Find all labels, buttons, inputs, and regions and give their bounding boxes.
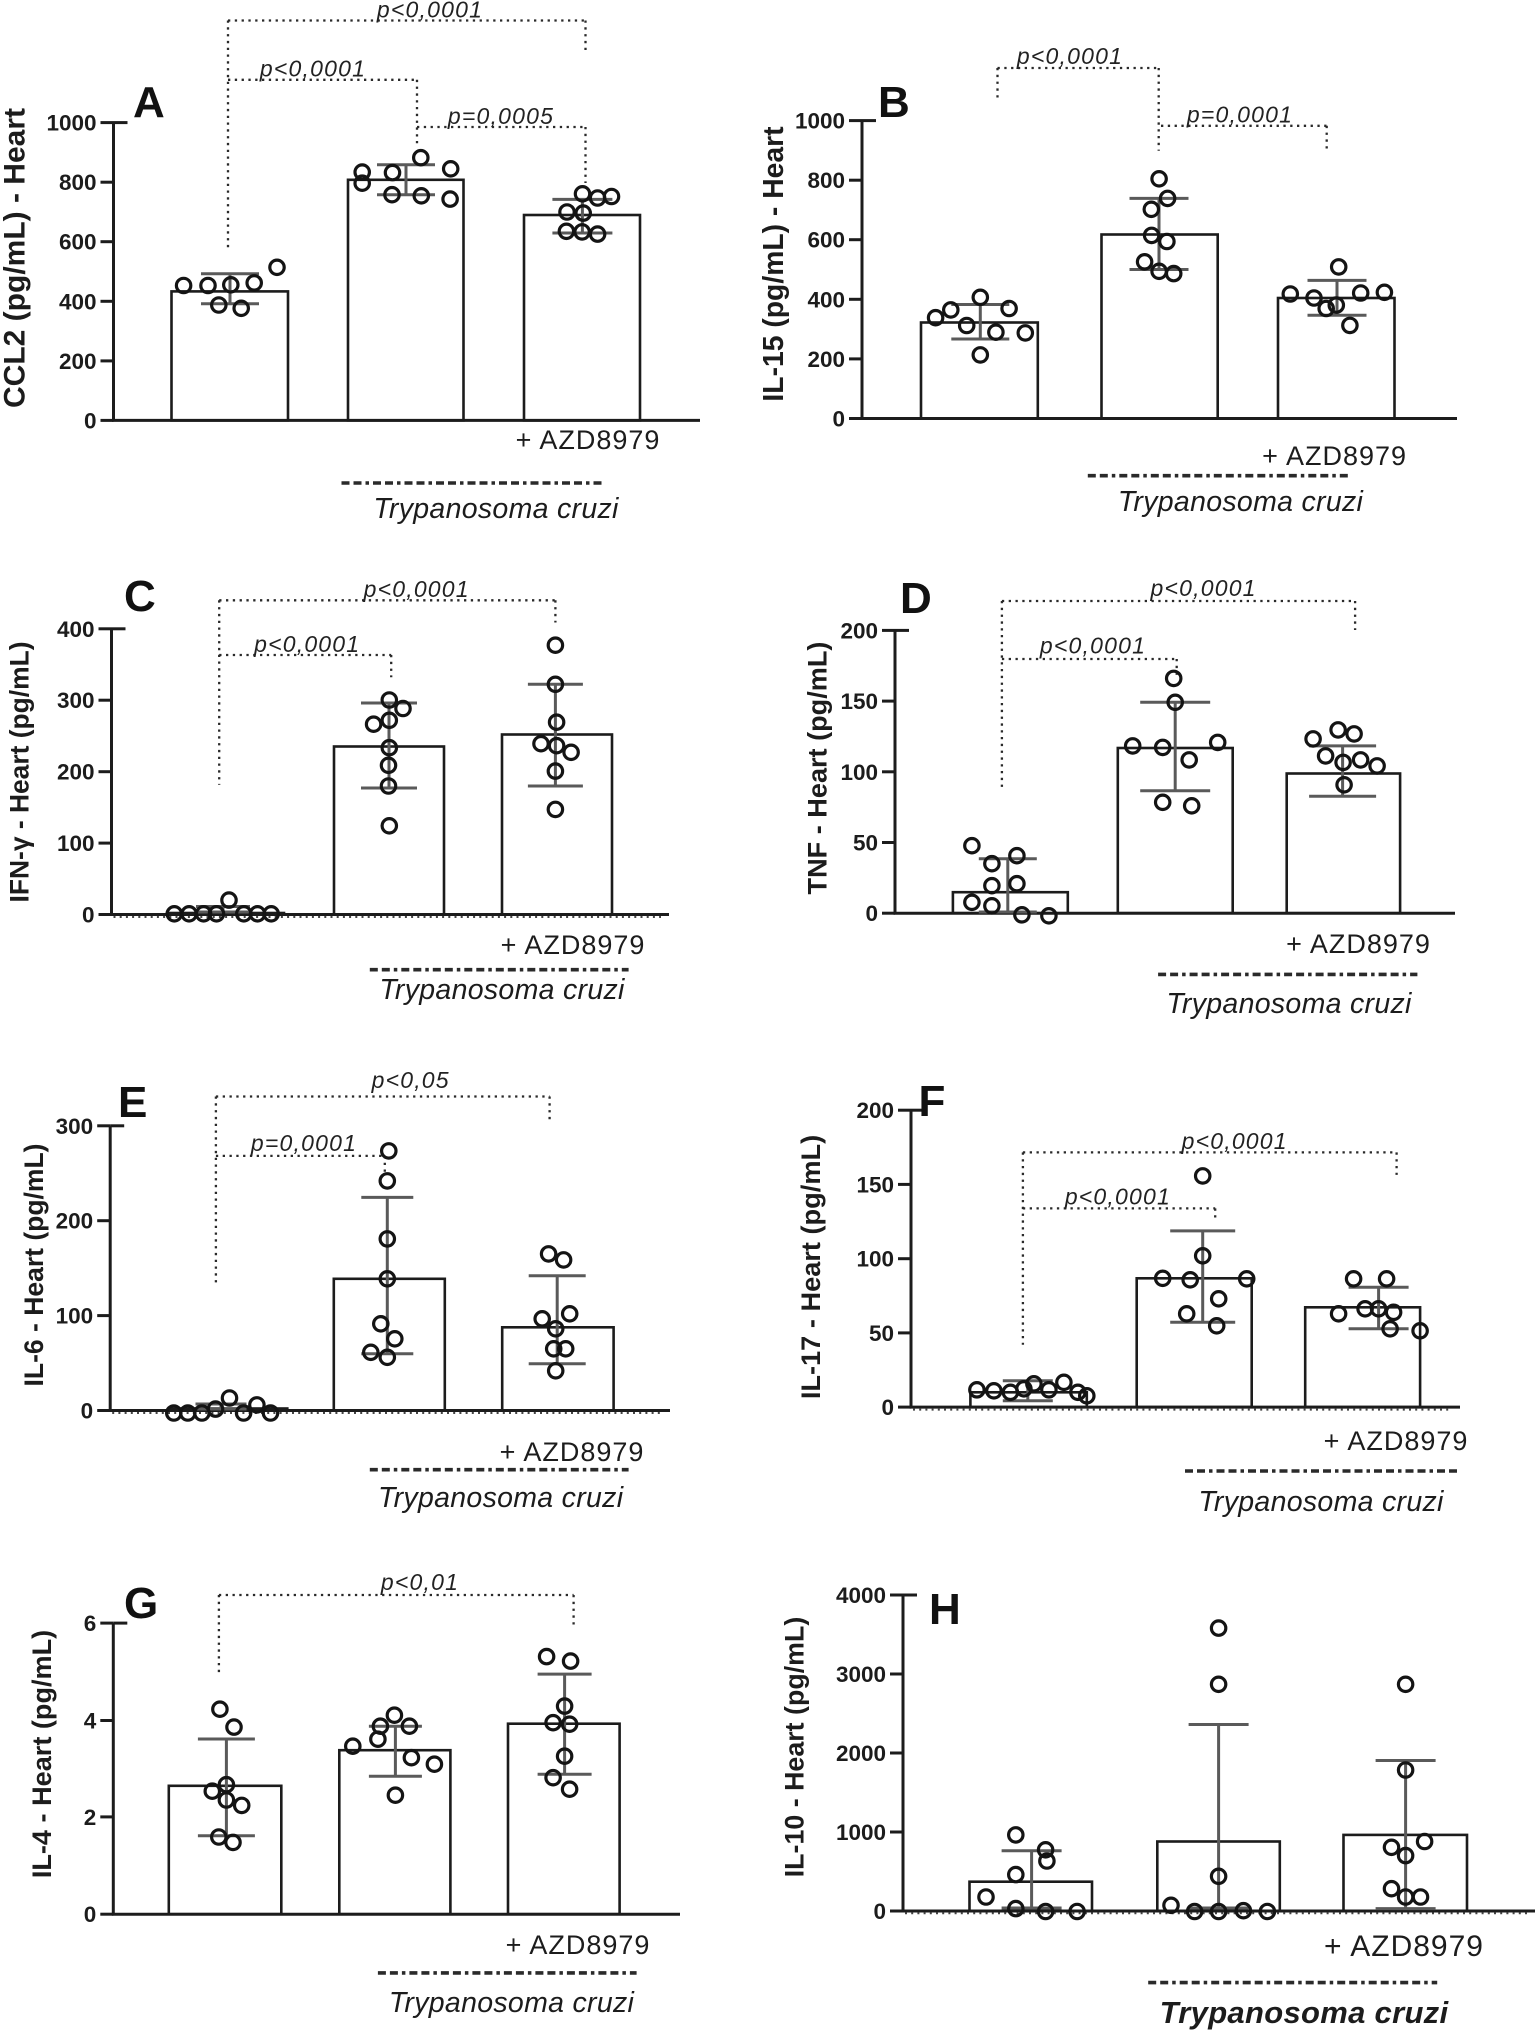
svg-text:Trypanosoma cruzi: Trypanosoma cruzi — [1198, 1486, 1444, 1518]
svg-text:600: 600 — [807, 228, 845, 253]
svg-text:p<0,0001: p<0,0001 — [1181, 1128, 1288, 1154]
svg-text:Trypanosoma cruzi: Trypanosoma cruzi — [379, 974, 625, 1006]
svg-text:600: 600 — [59, 230, 97, 255]
svg-text:p<0,0001: p<0,0001 — [253, 631, 360, 657]
svg-text:+ AZD8979: + AZD8979 — [1324, 1426, 1469, 1456]
svg-text:Trypanosoma cruzi: Trypanosoma cruzi — [378, 1482, 624, 1514]
svg-text:0: 0 — [82, 903, 95, 928]
svg-text:100: 100 — [840, 760, 878, 785]
svg-text:Trypanosoma cruzi: Trypanosoma cruzi — [1118, 486, 1364, 518]
svg-text:200: 200 — [59, 349, 97, 374]
svg-text:2000: 2000 — [836, 1741, 886, 1766]
svg-text:TNF - Heart (pg/mL): TNF - Heart (pg/mL) — [802, 642, 833, 895]
svg-text:6: 6 — [84, 1611, 97, 1636]
svg-text:200: 200 — [840, 618, 878, 643]
svg-text:300: 300 — [57, 688, 95, 713]
svg-text:200: 200 — [56, 1209, 94, 1234]
svg-text:0: 0 — [84, 1902, 97, 1927]
svg-text:+ AZD8979: + AZD8979 — [516, 425, 661, 455]
svg-text:D: D — [900, 574, 932, 623]
svg-text:Trypanosoma cruzi: Trypanosoma cruzi — [1166, 988, 1412, 1020]
svg-text:200: 200 — [57, 760, 95, 785]
svg-text:+ AZD8979: + AZD8979 — [1286, 929, 1431, 959]
svg-text:0: 0 — [84, 408, 97, 433]
svg-text:IL-10 - Heart (pg/mL): IL-10 - Heart (pg/mL) — [780, 1617, 810, 1878]
svg-text:4000: 4000 — [836, 1583, 886, 1608]
svg-text:150: 150 — [856, 1172, 894, 1197]
svg-text:800: 800 — [59, 170, 97, 195]
svg-text:+ AZD8979: + AZD8979 — [1324, 1930, 1484, 1963]
svg-text:F: F — [919, 1077, 946, 1126]
svg-text:p<0,0001: p<0,0001 — [1016, 43, 1123, 69]
svg-text:E: E — [118, 1078, 147, 1127]
svg-text:B: B — [878, 78, 910, 127]
svg-text:p=0,0001: p=0,0001 — [1186, 102, 1293, 128]
svg-text:IL-6 - Heart (pg/mL): IL-6 - Heart (pg/mL) — [19, 1144, 49, 1387]
svg-text:400: 400 — [807, 287, 845, 312]
svg-text:p<0,01: p<0,01 — [380, 1569, 459, 1595]
svg-text:p=0,0005: p=0,0005 — [447, 103, 554, 129]
svg-text:p=0,0001: p=0,0001 — [250, 1130, 357, 1156]
svg-text:100: 100 — [56, 1304, 94, 1329]
svg-text:50: 50 — [869, 1321, 894, 1346]
svg-text:400: 400 — [59, 289, 97, 314]
svg-text:0: 0 — [832, 407, 845, 432]
svg-text:IFN-γ - Heart (pg/mL): IFN-γ - Heart (pg/mL) — [5, 642, 35, 903]
svg-text:IL-4 - Heart (pg/mL): IL-4 - Heart (pg/mL) — [26, 1630, 57, 1878]
svg-text:p<0,0001: p<0,0001 — [1039, 632, 1146, 658]
svg-text:200: 200 — [807, 347, 845, 372]
svg-text:Trypanosoma cruzi: Trypanosoma cruzi — [389, 1987, 635, 2019]
svg-text:C: C — [124, 572, 156, 621]
svg-text:0: 0 — [865, 901, 878, 926]
svg-text:p<0,0001: p<0,0001 — [259, 56, 366, 82]
svg-text:Trypanosoma cruzi: Trypanosoma cruzi — [1160, 1995, 1450, 2030]
svg-text:p<0,05: p<0,05 — [371, 1067, 450, 1093]
svg-text:200: 200 — [856, 1098, 894, 1123]
svg-text:0: 0 — [81, 1399, 94, 1424]
svg-text:100: 100 — [856, 1247, 894, 1272]
svg-text:50: 50 — [853, 831, 878, 856]
svg-text:H: H — [929, 1585, 961, 1634]
svg-text:+ AZD8979: + AZD8979 — [1262, 441, 1407, 471]
svg-text:+ AZD8979: + AZD8979 — [500, 1437, 645, 1467]
svg-text:1000: 1000 — [795, 109, 845, 134]
svg-text:3000: 3000 — [836, 1662, 886, 1687]
svg-text:+ AZD8979: + AZD8979 — [506, 1930, 651, 1960]
svg-text:1000: 1000 — [836, 1820, 886, 1845]
svg-text:A: A — [133, 78, 165, 127]
svg-text:400: 400 — [57, 617, 95, 642]
svg-text:G: G — [124, 1579, 158, 1628]
svg-text:800: 800 — [807, 168, 845, 193]
svg-text:1000: 1000 — [46, 111, 96, 136]
svg-text:Trypanosoma cruzi: Trypanosoma cruzi — [373, 493, 619, 525]
svg-text:IL-17 - Heart (pg/mL): IL-17 - Heart (pg/mL) — [795, 1135, 826, 1399]
svg-text:0: 0 — [881, 1395, 894, 1420]
svg-text:CCL2 (pg/mL) - Heart: CCL2 (pg/mL) - Heart — [0, 108, 32, 408]
svg-text:p<0,0001: p<0,0001 — [1150, 575, 1257, 601]
svg-text:+ AZD8979: + AZD8979 — [501, 930, 646, 960]
svg-text:4: 4 — [84, 1709, 97, 1734]
svg-text:p<0,0001: p<0,0001 — [1064, 1184, 1171, 1210]
svg-text:300: 300 — [56, 1114, 94, 1139]
svg-text:p<0,0001: p<0,0001 — [376, 0, 483, 23]
svg-text:100: 100 — [57, 831, 95, 856]
svg-text:p<0,0001: p<0,0001 — [363, 576, 470, 602]
svg-text:2: 2 — [84, 1805, 97, 1830]
svg-text:150: 150 — [840, 689, 878, 714]
svg-text:IL-15 (pg/mL) - Heart: IL-15 (pg/mL) - Heart — [757, 126, 789, 402]
svg-text:0: 0 — [873, 1899, 886, 1924]
